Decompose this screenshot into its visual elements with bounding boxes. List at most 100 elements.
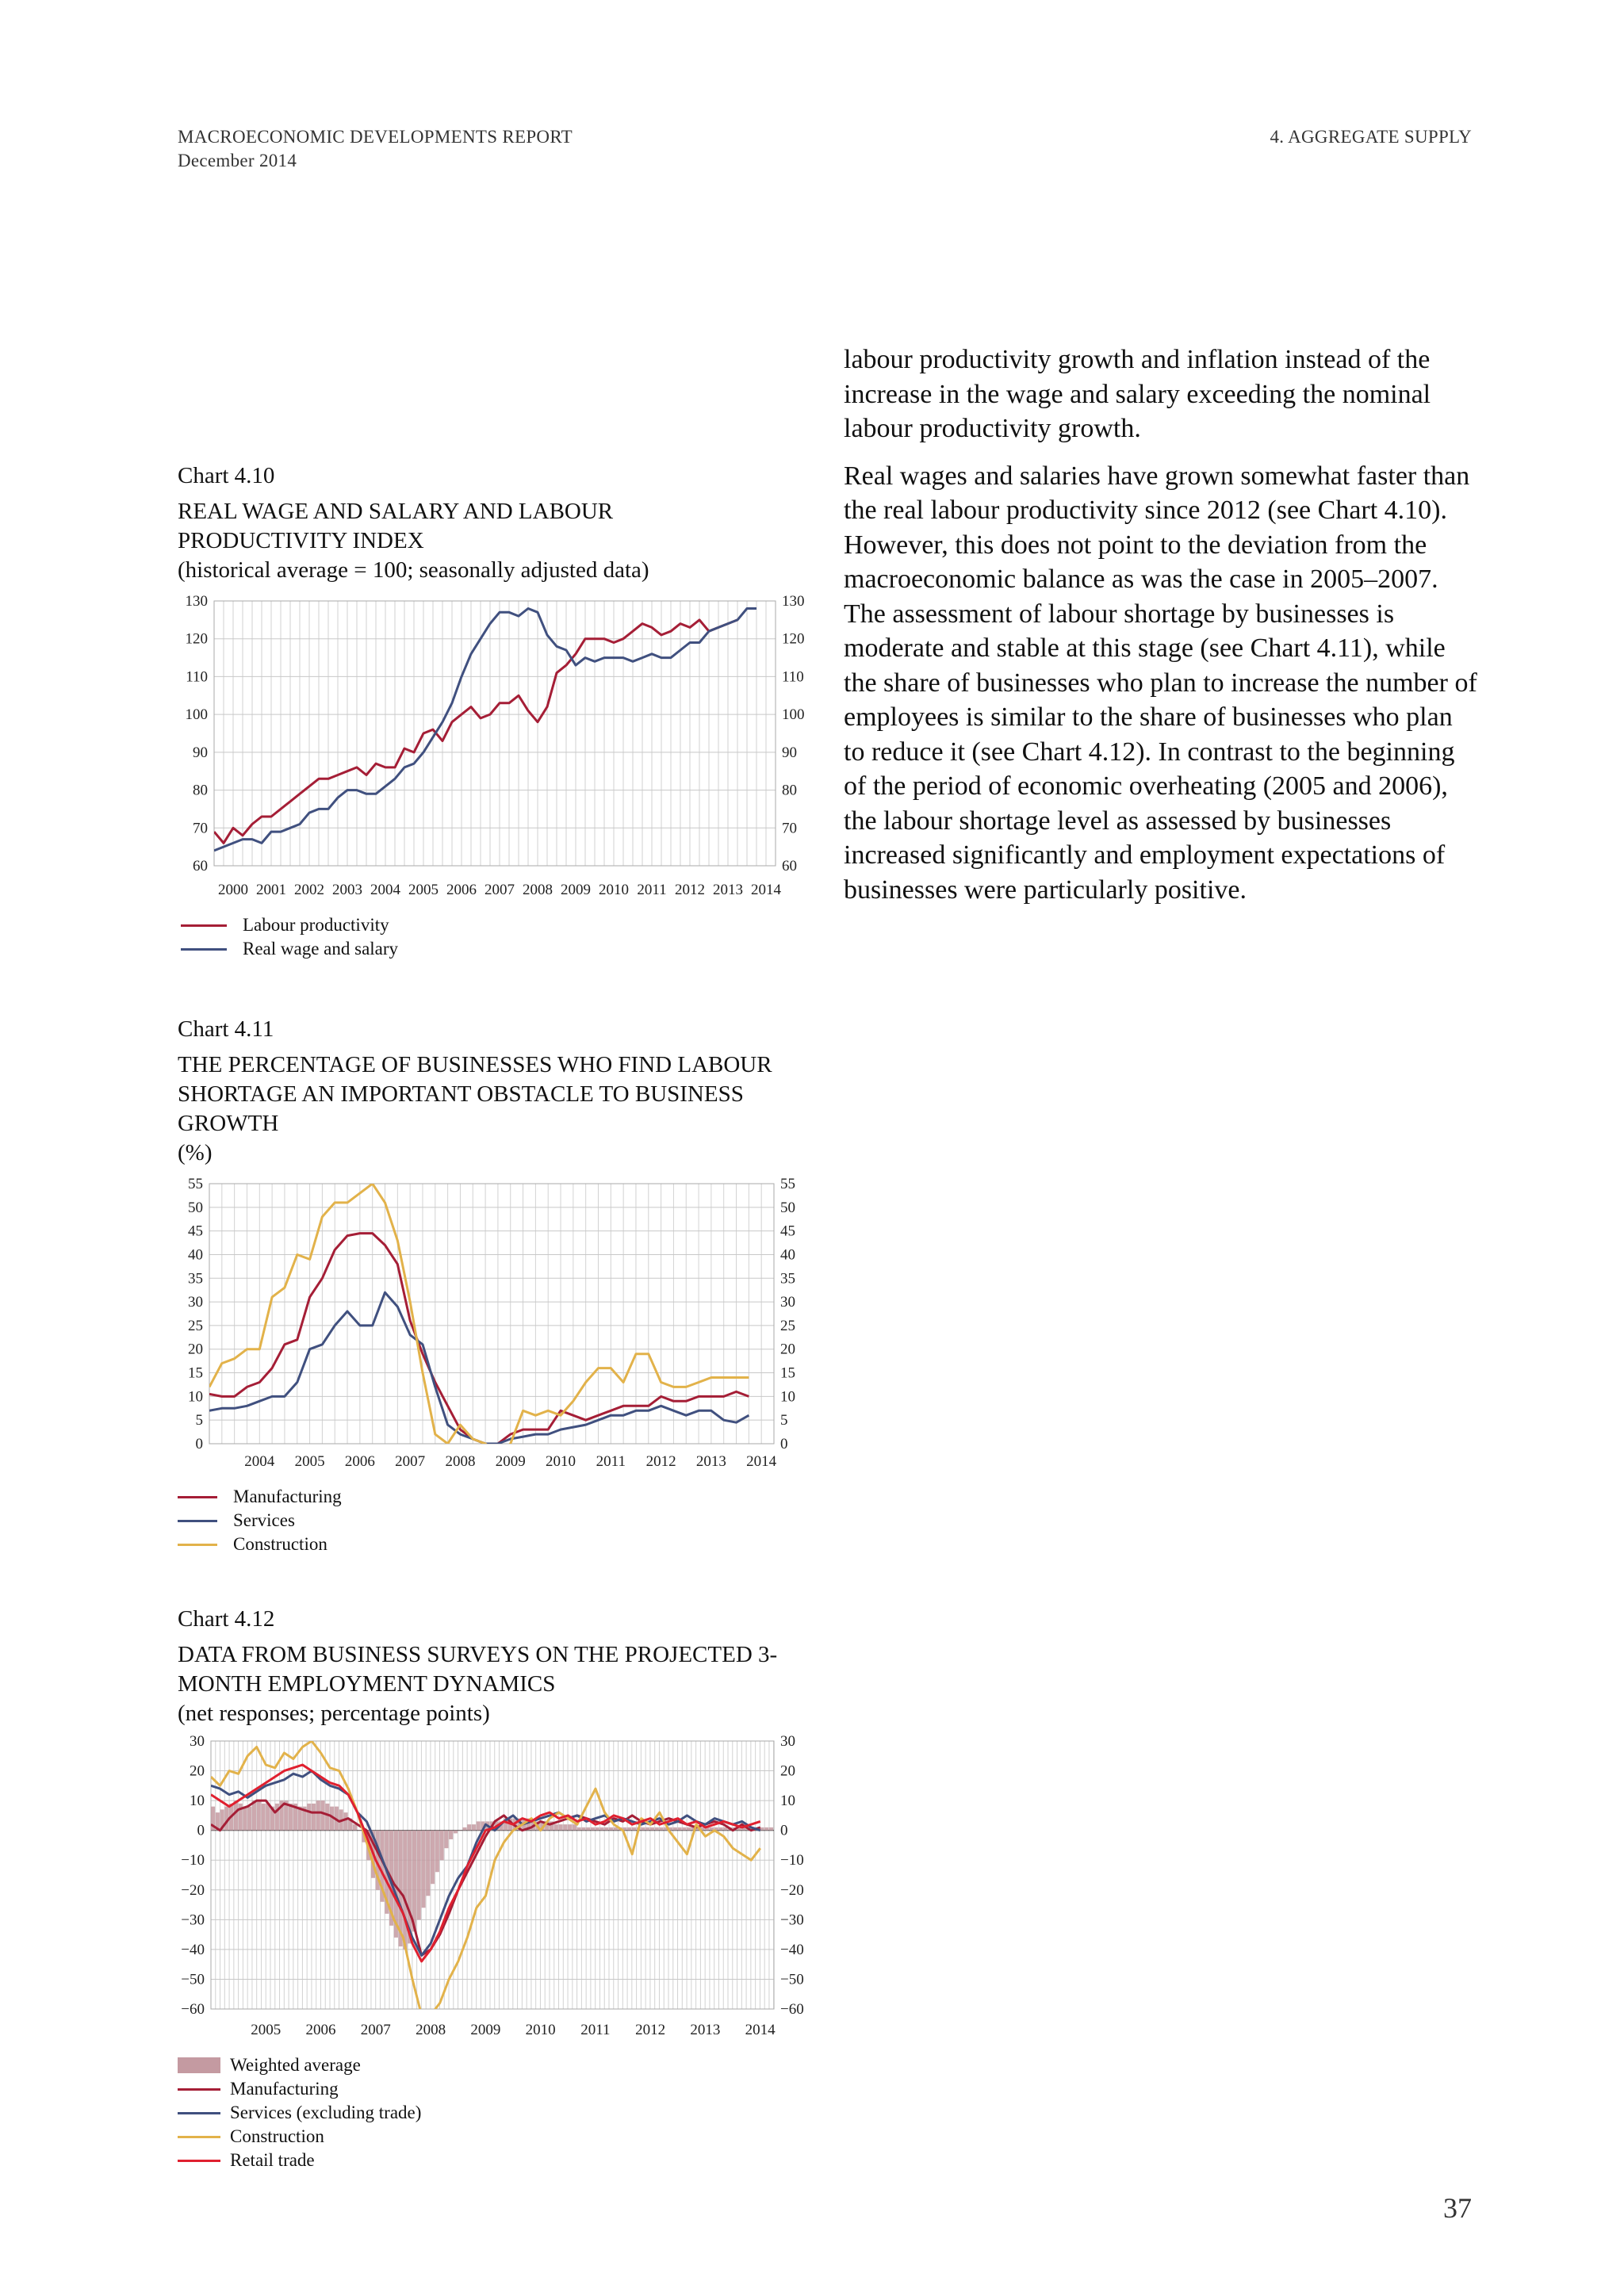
bar <box>224 1806 229 1831</box>
grid <box>213 600 776 867</box>
bar <box>270 1806 275 1831</box>
legend-swatch <box>178 1519 217 1522</box>
y-tick-label-left: 35 <box>188 1270 203 1287</box>
bar <box>714 1827 718 1831</box>
bar <box>238 1803 243 1831</box>
bar <box>568 1824 573 1831</box>
legend-label: Real wage and salary <box>243 939 399 959</box>
y-tick-label-left: −40 <box>181 1942 205 1958</box>
x-tick-label: 2002 <box>294 882 324 898</box>
bar <box>723 1827 728 1831</box>
legend-label: Manufacturing <box>230 2079 339 2099</box>
series-line <box>209 1291 750 1444</box>
y-tick-label-right: 35 <box>780 1270 795 1287</box>
legend-item: Weighted average <box>178 2053 421 2077</box>
y-tick-label-left: 20 <box>188 1341 203 1358</box>
legend-swatch <box>178 2159 220 2162</box>
y-tick-label-right: 5 <box>780 1412 788 1429</box>
y-tick-label-right: 70 <box>782 820 797 836</box>
bar <box>256 1800 261 1831</box>
y-tick-label-right: 20 <box>780 1763 795 1780</box>
y-tick-label-left: −30 <box>181 1911 205 1928</box>
report-date: December 2014 <box>178 151 297 170</box>
bar <box>709 1827 714 1831</box>
chart-4-12: −60 −60 −50 −50 −40 −40 −30 −30 −20 −20 −10 −10 0 0 10… <box>181 1733 804 2038</box>
bar <box>563 1824 568 1831</box>
x-tick-label: 2008 <box>523 882 553 898</box>
legend-swatch <box>178 2057 220 2073</box>
legend-item: Manufacturing <box>178 1485 342 1509</box>
bar <box>421 1830 426 1908</box>
bar <box>595 1827 599 1831</box>
bar <box>330 1806 335 1831</box>
bar <box>631 1827 637 1831</box>
chart-subtitle: (historical average = 100; seasonally ad… <box>178 557 649 583</box>
x-tick-label: 2011 <box>596 1453 626 1470</box>
legend-label: Manufacturing <box>233 1487 342 1506</box>
bar <box>453 1830 458 1834</box>
x-tick-label: 2005 <box>408 882 439 898</box>
bar <box>604 1827 609 1831</box>
series-line <box>214 607 756 852</box>
bar <box>403 1830 408 1950</box>
legend-item: Construction <box>178 1533 342 1556</box>
series-line <box>209 1184 749 1444</box>
legend-swatch <box>181 947 227 951</box>
legend-label: Construction <box>233 1534 327 1554</box>
y-tick-label-left: 15 <box>188 1365 203 1382</box>
bar <box>664 1827 668 1831</box>
legend-label: Labour productivity <box>243 915 389 935</box>
bar <box>393 1830 398 1938</box>
y-tick-label-left: 70 <box>193 820 208 836</box>
y-tick-label-right: 120 <box>782 631 805 648</box>
x-tick-label: 2004 <box>370 882 401 898</box>
section-title: 4. AGGREGATE SUPPLY <box>1270 127 1472 147</box>
legend-label: Retail trade <box>230 2150 315 2170</box>
series-line <box>211 1770 761 1957</box>
grid <box>210 1740 775 2010</box>
series-line <box>211 1799 761 1957</box>
y-tick-label-right: −20 <box>780 1882 804 1899</box>
bar <box>737 1827 741 1831</box>
x-tick-label: 2012 <box>646 1453 676 1470</box>
y-tick-label-left: 45 <box>188 1223 203 1240</box>
y-tick-label-left: 10 <box>190 1793 205 1809</box>
bar <box>654 1827 659 1831</box>
y-tick-label-left: −10 <box>181 1852 205 1869</box>
bar <box>599 1827 604 1831</box>
bar <box>499 1821 504 1831</box>
y-tick-label-left: 80 <box>193 783 208 799</box>
series-line <box>209 1232 749 1444</box>
series-retail-trade <box>211 1763 761 1963</box>
series-labour-productivity <box>214 618 738 844</box>
x-tick-label: 2005 <box>251 2022 281 2038</box>
y-tick-label-left: −50 <box>181 1971 205 1988</box>
legend-swatch <box>181 924 227 927</box>
y-tick-label-right: 30 <box>780 1733 795 1750</box>
legend-swatch <box>178 1495 217 1498</box>
bar <box>320 1800 325 1831</box>
legend-item: Labour productivity <box>181 913 398 937</box>
chart-title: DATA FROM BUSINESS SURVEYS ON THE PROJEC… <box>178 1642 778 1697</box>
x-tick-label: 2008 <box>445 1453 475 1470</box>
y-tick-label-right: 60 <box>782 858 797 874</box>
bar <box>307 1803 312 1831</box>
x-tick-label: 2010 <box>599 882 629 898</box>
page-number: 37 <box>1443 2192 1472 2224</box>
bar <box>476 1821 481 1831</box>
bar <box>412 1830 417 1932</box>
series-line <box>211 1763 761 1963</box>
chart-4-11-heading: Chart 4.11 THE PERCENTAGE OF BUSINESSES … <box>178 1016 812 1168</box>
y-tick-label-left: 90 <box>193 744 208 761</box>
bar <box>768 1827 774 1831</box>
y-tick-label-right: 0 <box>780 1436 788 1452</box>
bar <box>527 1818 531 1831</box>
x-tick-label: 2012 <box>635 2022 665 2038</box>
bar <box>622 1827 627 1831</box>
x-tick-label: 2007 <box>395 1453 425 1470</box>
bar <box>233 1800 239 1831</box>
chart-4-12-heading: Chart 4.12 DATA FROM BUSINESS SURVEYS ON… <box>178 1606 812 1728</box>
x-tick-label: 2011 <box>637 882 666 898</box>
bar <box>549 1821 554 1831</box>
y-tick-label-right: −60 <box>780 2001 804 2018</box>
